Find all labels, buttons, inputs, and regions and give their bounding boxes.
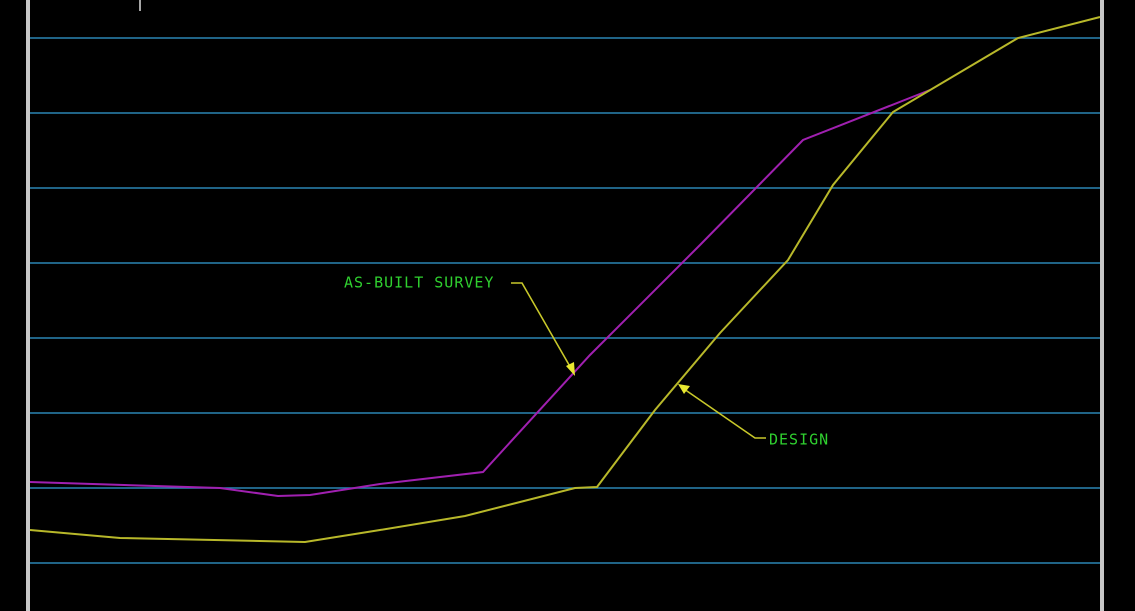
label: AS-BUILT SURVEY <box>344 274 494 292</box>
label: DESIGN <box>769 431 829 449</box>
as-built-leader <box>511 282 573 371</box>
arrowhead <box>678 384 690 394</box>
design-leader <box>683 388 766 439</box>
grid <box>30 37 1100 564</box>
arrowhead <box>566 362 575 376</box>
design-profile <box>29 16 1101 544</box>
as-built-profile <box>29 89 931 498</box>
